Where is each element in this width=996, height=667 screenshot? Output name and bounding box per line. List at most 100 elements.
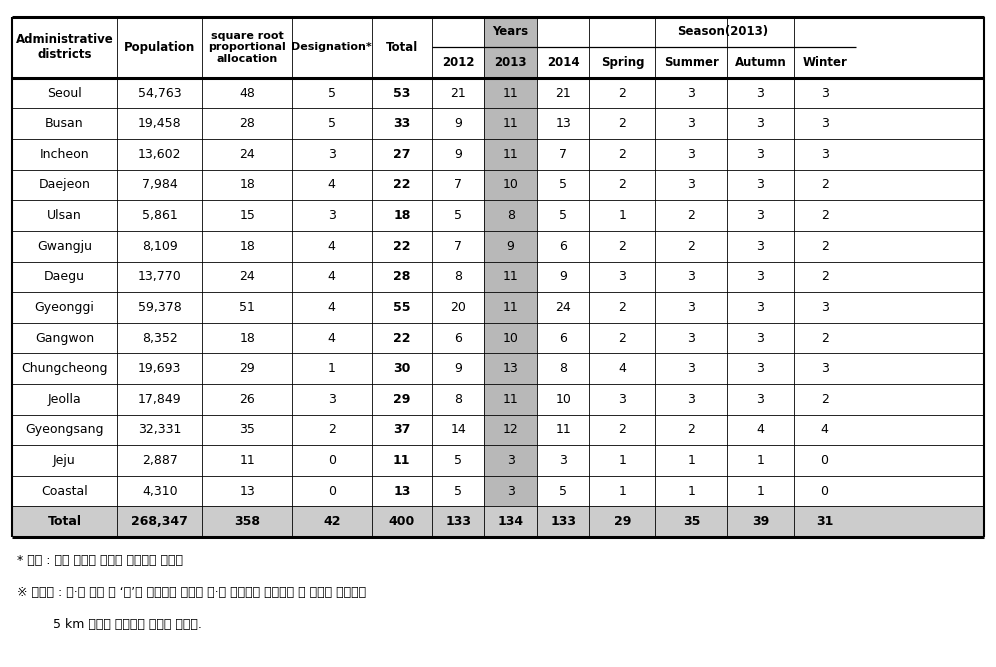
Text: 2: 2 [619, 87, 626, 99]
Text: 134: 134 [498, 515, 524, 528]
Text: 4: 4 [757, 424, 764, 436]
Text: 35: 35 [239, 424, 255, 436]
Text: Years: Years [493, 25, 529, 39]
Text: 2: 2 [619, 301, 626, 314]
Text: 0: 0 [328, 454, 336, 467]
Text: 5,861: 5,861 [141, 209, 177, 222]
Text: 8: 8 [559, 362, 567, 375]
Text: 55: 55 [393, 301, 410, 314]
Text: 12: 12 [503, 424, 519, 436]
Text: 3: 3 [757, 209, 764, 222]
Text: 9: 9 [454, 362, 462, 375]
Text: Designation*: Designation* [292, 42, 373, 52]
Text: 0: 0 [821, 454, 829, 467]
Text: 5: 5 [454, 209, 462, 222]
Text: 22: 22 [393, 179, 410, 191]
Text: Gyeongsang: Gyeongsang [25, 424, 104, 436]
Text: 9: 9 [454, 148, 462, 161]
Text: 26: 26 [239, 393, 255, 406]
Text: 3: 3 [687, 270, 695, 283]
Text: 21: 21 [555, 87, 571, 99]
Text: 2: 2 [821, 393, 829, 406]
Text: 3: 3 [619, 393, 626, 406]
Text: 18: 18 [239, 239, 255, 253]
Text: 400: 400 [388, 515, 415, 528]
Text: 2: 2 [687, 209, 695, 222]
Text: 2013: 2013 [494, 56, 527, 69]
Text: Total: Total [385, 41, 418, 54]
Text: 1: 1 [687, 454, 695, 467]
Text: 7: 7 [454, 179, 462, 191]
Text: 5: 5 [454, 484, 462, 498]
Text: 5: 5 [328, 117, 336, 130]
Text: 17,849: 17,849 [137, 393, 181, 406]
Text: 24: 24 [239, 148, 255, 161]
Text: 11: 11 [503, 301, 519, 314]
Text: 3: 3 [757, 301, 764, 314]
Text: 7: 7 [454, 239, 462, 253]
Text: 10: 10 [503, 331, 519, 345]
Text: 4,310: 4,310 [141, 484, 177, 498]
Text: 35: 35 [683, 515, 700, 528]
Text: 2: 2 [821, 179, 829, 191]
Text: 5 km 이내에 위치하는 지역을 추출함.: 5 km 이내에 위치하는 지역을 추출함. [17, 618, 202, 630]
Text: square root
proportional
allocation: square root proportional allocation [208, 31, 286, 64]
Text: 133: 133 [445, 515, 471, 528]
Text: 3: 3 [687, 331, 695, 345]
Text: 3: 3 [821, 301, 829, 314]
Text: 3: 3 [328, 148, 336, 161]
Text: 11: 11 [503, 148, 519, 161]
Text: 11: 11 [393, 454, 410, 467]
Text: 29: 29 [239, 362, 255, 375]
Text: 3: 3 [328, 209, 336, 222]
Text: 9: 9 [559, 270, 567, 283]
Text: 4: 4 [328, 331, 336, 345]
Text: 11: 11 [555, 424, 571, 436]
Text: 7,984: 7,984 [141, 179, 177, 191]
Text: 2014: 2014 [547, 56, 580, 69]
Text: 30: 30 [393, 362, 410, 375]
Text: 3: 3 [757, 393, 764, 406]
Text: 2: 2 [687, 424, 695, 436]
Text: 37: 37 [393, 424, 410, 436]
Text: 2: 2 [619, 148, 626, 161]
Text: 39: 39 [752, 515, 769, 528]
Text: 3: 3 [619, 270, 626, 283]
Text: 3: 3 [821, 362, 829, 375]
Text: 29: 29 [614, 515, 631, 528]
Text: Busan: Busan [45, 117, 84, 130]
Text: 11: 11 [503, 393, 519, 406]
Text: 2: 2 [619, 117, 626, 130]
Text: Total: Total [48, 515, 82, 528]
Text: 0: 0 [821, 484, 829, 498]
Text: 8,352: 8,352 [141, 331, 177, 345]
Text: 28: 28 [393, 270, 410, 283]
Text: 18: 18 [239, 179, 255, 191]
Text: 10: 10 [555, 393, 571, 406]
Text: 4: 4 [328, 239, 336, 253]
Text: 54,763: 54,763 [137, 87, 181, 99]
Text: 19,693: 19,693 [138, 362, 181, 375]
Text: 11: 11 [503, 270, 519, 283]
Text: 13: 13 [393, 484, 410, 498]
Text: 22: 22 [393, 239, 410, 253]
Text: 20: 20 [450, 301, 466, 314]
Text: 5: 5 [454, 454, 462, 467]
Text: 3: 3 [821, 117, 829, 130]
Text: 11: 11 [239, 454, 255, 467]
Text: 3: 3 [687, 117, 695, 130]
Text: Daegu: Daegu [44, 270, 85, 283]
Text: 3: 3 [687, 148, 695, 161]
Text: 3: 3 [687, 362, 695, 375]
Text: Summer: Summer [664, 56, 719, 69]
Text: 7: 7 [559, 148, 567, 161]
Text: Daejeon: Daejeon [39, 179, 91, 191]
Text: 31: 31 [816, 515, 834, 528]
Text: 6: 6 [559, 239, 567, 253]
Text: 3: 3 [757, 117, 764, 130]
Text: 2: 2 [619, 331, 626, 345]
Text: 8: 8 [454, 270, 462, 283]
Text: 9: 9 [507, 239, 515, 253]
Text: 13: 13 [555, 117, 571, 130]
Text: 18: 18 [239, 331, 255, 345]
